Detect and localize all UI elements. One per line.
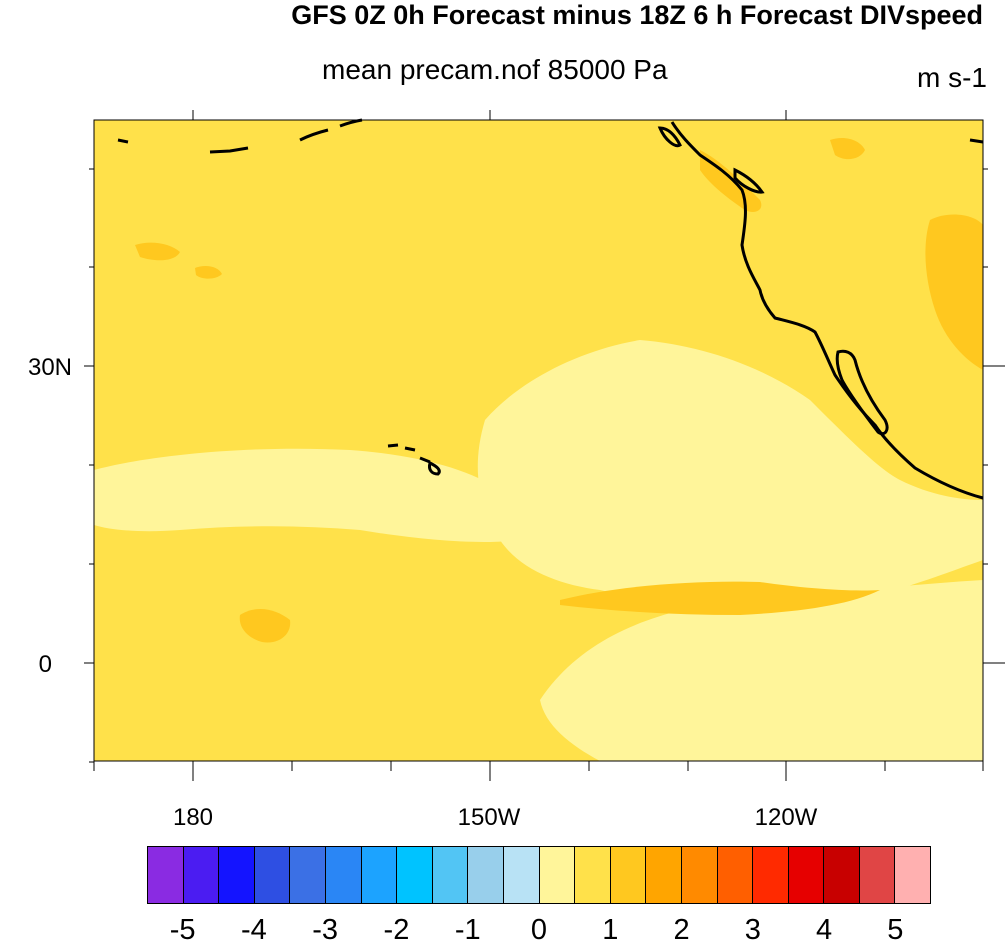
- colorbar-tick-label: 5: [887, 914, 904, 946]
- colorbar-box: [432, 847, 469, 903]
- coastline-aleutians-2: [209, 146, 249, 154]
- colorbar-box: [788, 847, 825, 903]
- coastline-east-corner: [969, 138, 984, 144]
- lat-label-0: 0: [38, 651, 52, 678]
- field-orange-strip: [560, 581, 880, 615]
- colorbar-box: [503, 847, 540, 903]
- tick-marks: [84, 110, 1005, 781]
- field-orange-patch-west2: [195, 266, 222, 279]
- colorbar: [147, 846, 931, 904]
- coastline-vancouver-island: [657, 126, 682, 148]
- colorbar-box: [254, 847, 291, 903]
- colorbar-box: [397, 847, 433, 903]
- colorbar-box: [183, 847, 220, 903]
- lat-label-30n: 30N: [27, 354, 72, 381]
- colorbar-tick-label: 4: [816, 914, 833, 946]
- units-label: m s-1: [917, 62, 987, 93]
- field-light-southeast: [540, 580, 983, 761]
- colorbar-box: [824, 847, 860, 903]
- lon-label-120w: 120W: [754, 804, 818, 831]
- colorbar-box: [361, 847, 398, 903]
- colorbar-tick-label: -5: [169, 914, 196, 946]
- coastline-puget: [733, 167, 765, 194]
- lon-label-180: 180: [172, 804, 214, 831]
- colorbar-box: [610, 847, 647, 903]
- lon-label-150w: 150W: [457, 804, 521, 831]
- colorbar-tick-label: 0: [530, 914, 548, 946]
- colorbar-box: [895, 847, 931, 903]
- field-orange-south: [239, 608, 291, 643]
- colorbar-box: [575, 847, 611, 903]
- colorbar-box: [859, 847, 896, 903]
- colorbar-box: [290, 847, 326, 903]
- field-light-band: [94, 448, 520, 542]
- field-orange-patch-west: [135, 242, 180, 261]
- map-subtitle: mean precam.nof 85000 Pa: [322, 54, 668, 85]
- colorbar-box: [539, 847, 576, 903]
- coastline-aleutians-1: [117, 138, 129, 144]
- coastline-baja: [835, 349, 889, 436]
- colorbar-box: [681, 847, 718, 903]
- field-orange-east: [925, 214, 983, 370]
- map-field: [94, 120, 983, 761]
- colorbar-tick-label: -1: [454, 914, 481, 946]
- coastline-alaska-1: [299, 128, 329, 142]
- colorbar-box: [717, 847, 754, 903]
- plot-frame: [93, 119, 984, 762]
- colorbar-box: [468, 847, 504, 903]
- colorbar-box: [753, 847, 789, 903]
- colorbar-tick-label: 1: [602, 914, 619, 946]
- field-light-region: [477, 340, 983, 611]
- map-title: GFS 0Z 0h Forecast minus 18Z 6 h Forecas…: [291, 0, 983, 30]
- colorbar-box: [325, 847, 362, 903]
- colorbar-box: [148, 847, 184, 903]
- coastline-hawaii: [387, 443, 441, 476]
- coastlines: [117, 118, 984, 500]
- colorbar-tick-label: -4: [241, 914, 267, 946]
- colorbar-box: [219, 847, 255, 903]
- colorbar-tick-label: -2: [383, 914, 410, 946]
- colorbar-tick-label: 2: [673, 914, 690, 946]
- colorbar-tick-label: -3: [312, 914, 339, 946]
- coastline-north-america: [670, 121, 984, 500]
- field-orange-northeast: [830, 138, 865, 160]
- colorbar-tick-label: 3: [744, 914, 761, 946]
- colorbar-box: [646, 847, 682, 903]
